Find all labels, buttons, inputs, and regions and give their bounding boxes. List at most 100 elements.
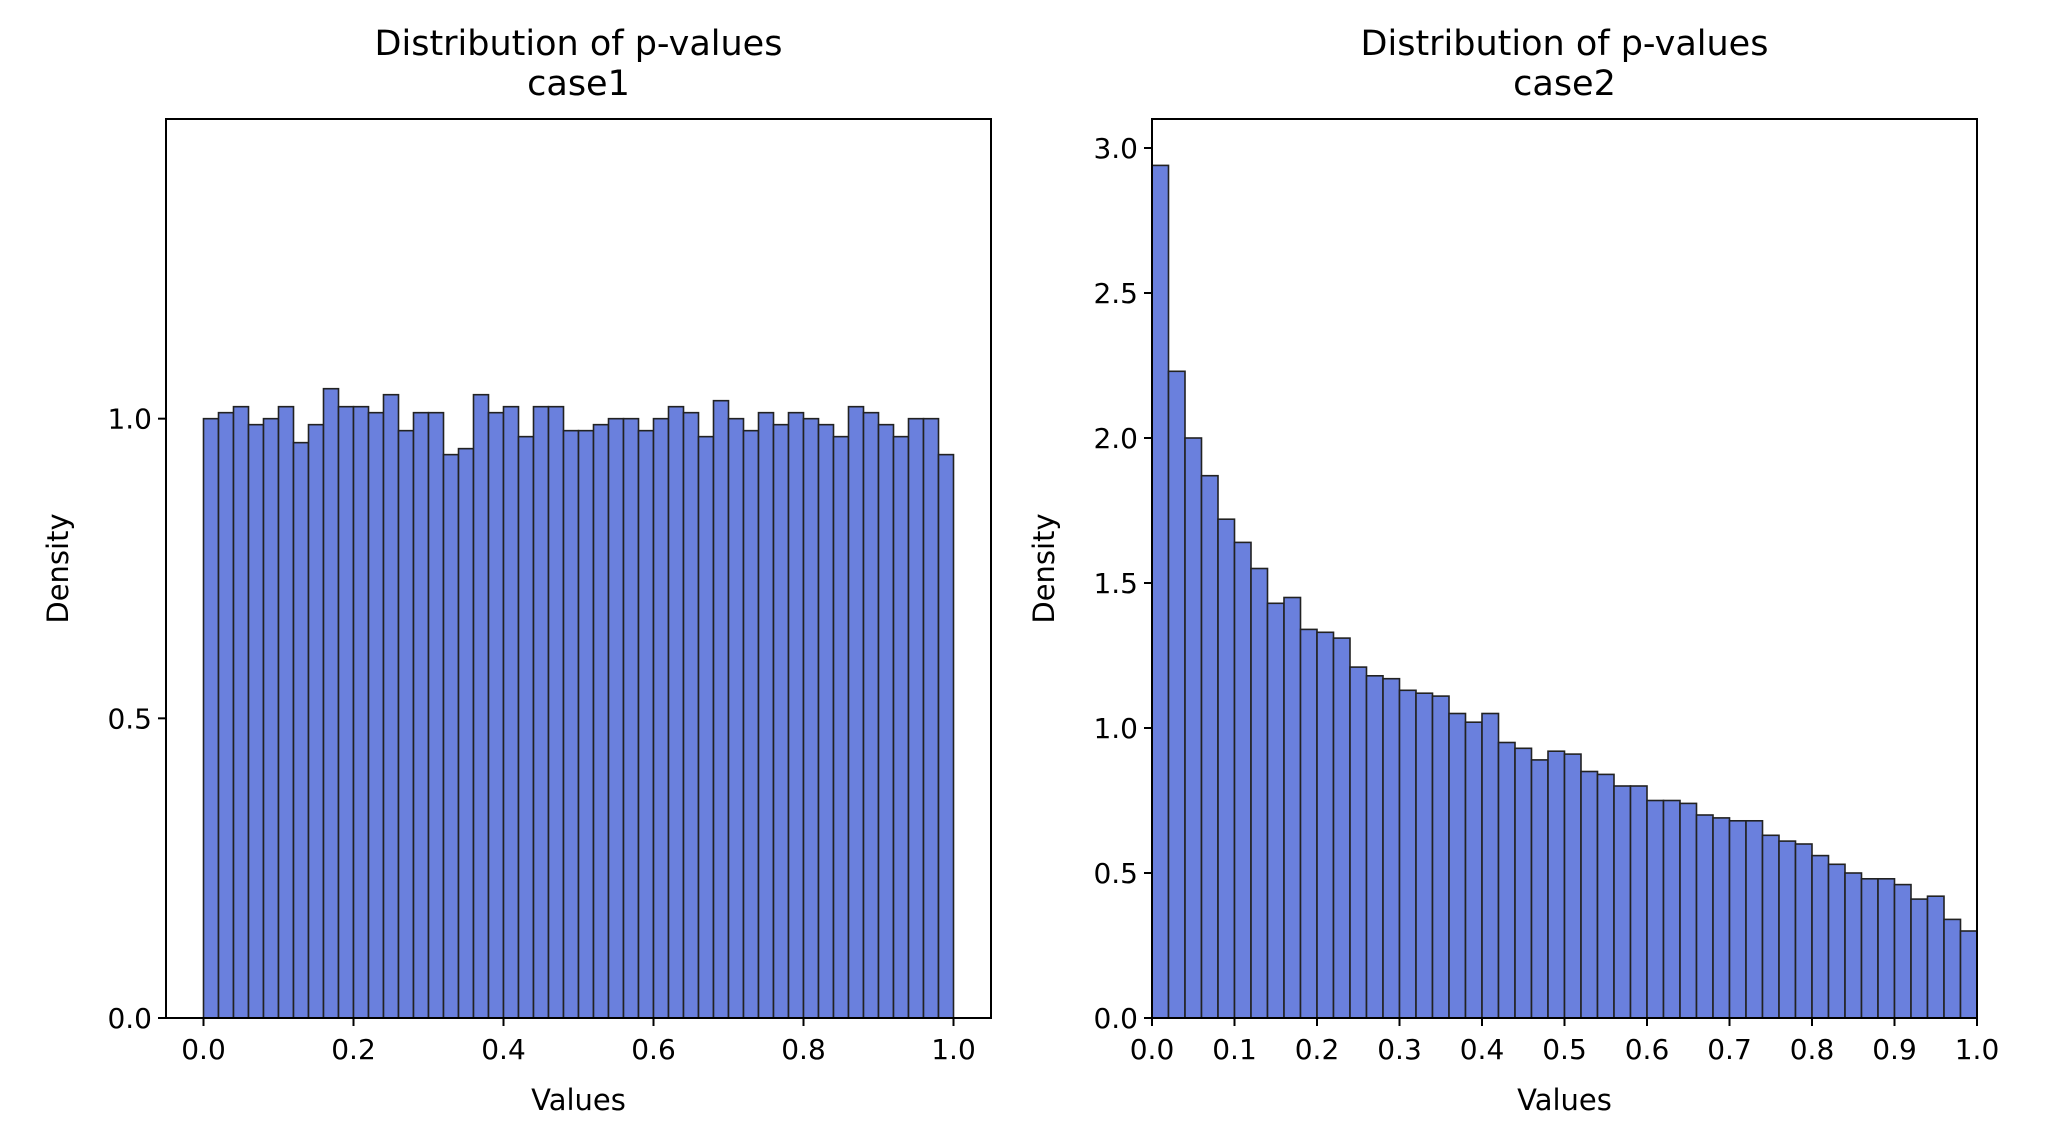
- histogram-bar: [1299, 628, 1318, 1019]
- y-tick-label: 3.0: [1093, 132, 1138, 165]
- histogram-bar: [1662, 799, 1681, 1019]
- histogram-bar: [1382, 677, 1401, 1019]
- histogram-bar: [622, 417, 640, 1019]
- histogram-bar: [517, 435, 535, 1019]
- chart-title: Distribution of p-values: [1361, 24, 1769, 64]
- histogram-bar: [1893, 883, 1912, 1019]
- y-axis-label: Density: [1027, 513, 1061, 623]
- histogram-bar: [307, 423, 325, 1019]
- x-tick-label: 1.0: [931, 1033, 976, 1066]
- histogram-bar: [367, 411, 385, 1019]
- histogram-bar: [1563, 753, 1582, 1019]
- histogram-bar: [1943, 918, 1962, 1019]
- histogram-bar: [1712, 817, 1731, 1019]
- histogram-bar: [1580, 770, 1599, 1019]
- histogram-bar: [1844, 872, 1863, 1019]
- histogram-bar: [1530, 759, 1549, 1019]
- histogram-bar: [292, 441, 310, 1019]
- histogram-bar: [577, 429, 595, 1019]
- histogram-bar: [1184, 437, 1203, 1019]
- chart-subtitle: case2: [1513, 64, 1616, 104]
- x-tick-label: 0.4: [1460, 1033, 1505, 1066]
- histogram-bar: [1365, 674, 1384, 1019]
- histogram-bar: [607, 417, 625, 1019]
- histogram-bar: [427, 411, 445, 1019]
- histogram-bar: [892, 435, 910, 1019]
- x-tick-label: 0.9: [1872, 1033, 1917, 1066]
- histogram-bar: [1596, 773, 1615, 1019]
- histogram-panel-case2: 0.0 0.1 0.2 0.3 0.4 0.5 0.6 0.7 0.8 0.9 1.0 0.0 0.5 1…: [1027, 24, 1999, 1117]
- histogram-bar: [727, 417, 745, 1019]
- x-tick-label: 0.6: [1625, 1033, 1670, 1066]
- x-tick-label: 0.2: [1295, 1033, 1340, 1066]
- axes-frame: [165, 118, 992, 1019]
- x-tick-label: 0.1: [1212, 1033, 1257, 1066]
- chart-title: Distribution of p-values: [375, 24, 783, 64]
- histogram-bar: [1959, 930, 1978, 1019]
- y-tick-label: 0.5: [107, 702, 152, 735]
- histogram-bar: [1200, 474, 1219, 1019]
- x-axis-label: Values: [531, 1083, 626, 1117]
- histogram-bar: [907, 417, 925, 1019]
- histogram-bar: [547, 405, 565, 1019]
- histogram-bar: [217, 411, 235, 1019]
- histogram-bar: [922, 417, 940, 1019]
- x-tick-label: 0.6: [631, 1033, 676, 1066]
- y-tick-label: 1.0: [107, 403, 152, 436]
- x-axis-label: Values: [1517, 1083, 1612, 1117]
- histogram-bar: [772, 423, 790, 1019]
- y-tick-label: 0.5: [1093, 857, 1138, 890]
- histogram-bar: [1283, 596, 1302, 1019]
- histogram-bar: [1877, 877, 1896, 1019]
- histogram-bar: [1547, 750, 1566, 1019]
- histogram-bar: [262, 417, 280, 1019]
- histogram-bar: [652, 417, 670, 1019]
- histogram-bar: [1926, 895, 1945, 1019]
- histogram-bar: [1646, 799, 1665, 1019]
- histogram-bar: [1514, 747, 1533, 1019]
- histogram-panel-case1: 0.0 0.2 0.4 0.6 0.8 1.0 0.0 0.5 1.0 Distribution …: [41, 24, 992, 1117]
- histogram-bar: [532, 405, 550, 1019]
- histogram-bar: [1745, 819, 1764, 1019]
- histogram-bar: [322, 387, 340, 1019]
- histogram-bar: [1415, 692, 1434, 1019]
- histogram-bar: [1695, 814, 1714, 1019]
- histogram-bar: [1316, 631, 1335, 1019]
- histogram-bar: [862, 411, 880, 1019]
- histogram-bar: [442, 453, 460, 1019]
- x-tick-label: 1.0: [1955, 1033, 2000, 1066]
- histogram-bar: [1481, 712, 1500, 1019]
- histogram-bar: [1332, 637, 1351, 1019]
- x-tick-label: 0.0: [1130, 1033, 1175, 1066]
- histogram-bar: [202, 417, 220, 1019]
- histogram-bar: [802, 417, 820, 1019]
- histogram-bar: [1860, 877, 1879, 1019]
- x-tick-label: 0.7: [1707, 1033, 1752, 1066]
- x-tick-label: 0.0: [181, 1033, 226, 1066]
- x-tick-label: 0.8: [781, 1033, 826, 1066]
- y-tick-label: 0.0: [107, 1002, 152, 1035]
- histogram-bar: [742, 429, 760, 1019]
- histogram-bar: [1679, 802, 1698, 1019]
- x-tick-label: 0.3: [1377, 1033, 1422, 1066]
- histogram-bar: [1728, 819, 1747, 1019]
- histogram-bar: [682, 411, 700, 1019]
- histogram-bar: [1167, 370, 1186, 1019]
- histogram-bar: [352, 405, 370, 1019]
- histogram-bar: [1761, 834, 1780, 1019]
- histogram-bar: [337, 405, 355, 1019]
- histogram-bar: [1448, 712, 1467, 1019]
- histogram-bar: [637, 429, 655, 1019]
- histogram-bar: [502, 405, 520, 1019]
- histogram-bar: [712, 399, 730, 1019]
- x-tick-label: 0.2: [331, 1033, 376, 1066]
- histogram-bar: [1250, 567, 1269, 1019]
- histogram-bar: [1464, 721, 1483, 1019]
- histogram-bar: [412, 411, 430, 1019]
- histogram-bar: [277, 405, 295, 1019]
- histogram-bar: [667, 405, 685, 1019]
- histogram-bar: [232, 405, 250, 1019]
- histogram-bar: [397, 429, 415, 1019]
- histogram-bar: [937, 453, 955, 1019]
